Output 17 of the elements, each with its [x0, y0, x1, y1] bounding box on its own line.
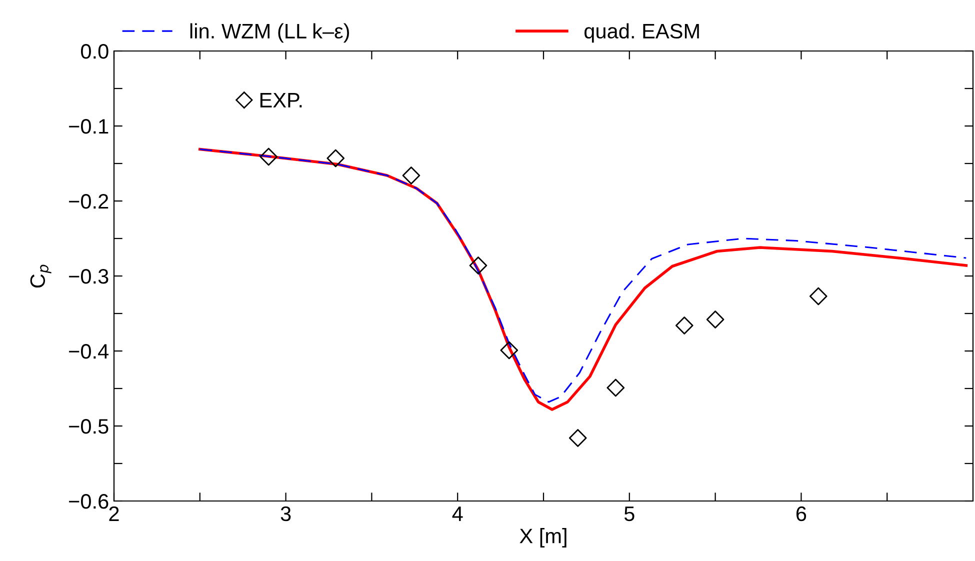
x-tick-label: 3	[280, 506, 291, 522]
y-tick-label: −0.6	[69, 494, 108, 509]
x-tick-label: 2	[109, 506, 119, 521]
y-tick-label: −0.3	[69, 269, 108, 284]
x-axis-title: X [m]	[520, 528, 566, 548]
legend-label: lin. WZM (LL k–ε)	[190, 23, 350, 43]
legend-label: EXP.	[260, 93, 302, 108]
y-tick-label: −0.4	[69, 344, 109, 359]
x-tick-label: 5	[624, 506, 634, 522]
y-tick-label: 0.0	[80, 44, 108, 59]
y-tick-label: −0.2	[69, 194, 108, 209]
y-tick-label: −0.5	[69, 419, 108, 434]
x-tick-label: 4	[452, 506, 463, 521]
legend-label: quad. EASM	[584, 23, 699, 43]
x-tick-label: 6	[796, 506, 806, 522]
y-tick-label: −0.1	[69, 119, 108, 134]
y-axis-title: C$_{p}$	[30, 264, 52, 288]
